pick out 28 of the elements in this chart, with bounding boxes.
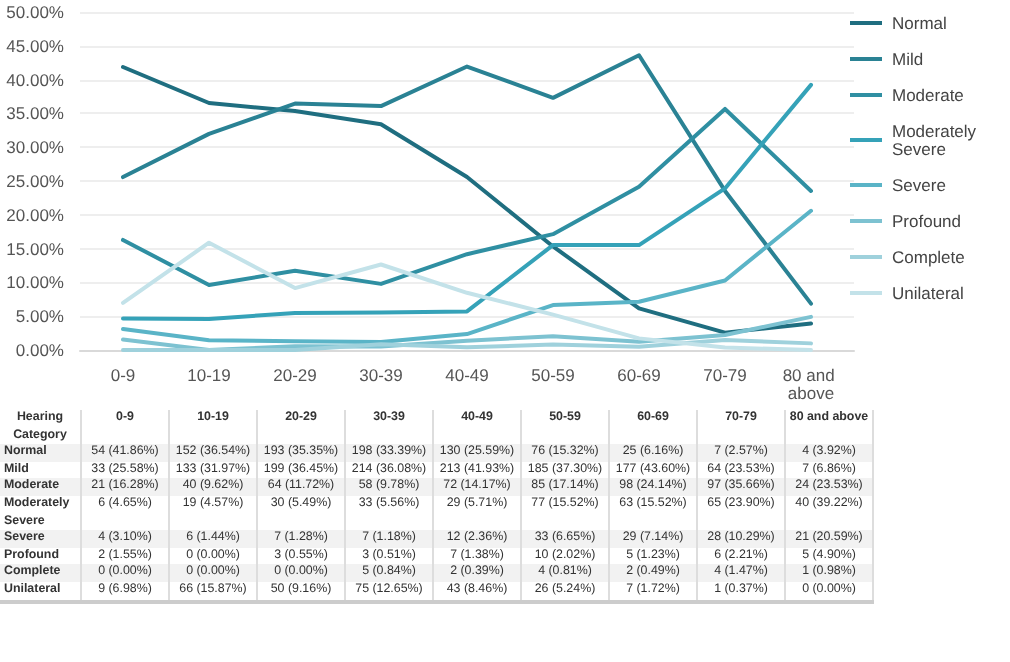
legend-label: Profound bbox=[892, 211, 962, 231]
y-tick-label: 35.00% bbox=[6, 103, 65, 124]
x-tick-label: 10-19 bbox=[187, 365, 232, 385]
y-tick-label: 40.00% bbox=[6, 69, 65, 90]
legend-label: Moderate bbox=[892, 85, 965, 105]
y-tick-label: 30.00% bbox=[6, 137, 65, 158]
x-tick-label: 80 and above bbox=[782, 365, 840, 403]
x-tick-label: 50-59 bbox=[531, 365, 576, 385]
x-tick-label: 20-29 bbox=[273, 365, 318, 385]
y-tick-label: 20.00% bbox=[6, 204, 65, 225]
y-tick-label: 5.00% bbox=[15, 306, 65, 327]
legend-label: Complete bbox=[892, 247, 966, 267]
x-tick-label: 70-79 bbox=[703, 365, 748, 385]
x-tick-label: 60-69 bbox=[617, 365, 662, 385]
legend-label: Severe bbox=[892, 175, 947, 195]
x-tick-label: 40-49 bbox=[445, 365, 490, 385]
y-tick-label: 10.00% bbox=[6, 272, 65, 293]
y-tick-label: 15.00% bbox=[6, 238, 65, 259]
x-tick-label: 30-39 bbox=[359, 365, 404, 385]
legend-label: Mild bbox=[892, 49, 924, 69]
legend-label: Unilateral bbox=[892, 283, 965, 303]
legend-label: Moderately Severe bbox=[892, 121, 981, 159]
y-tick-label: 25.00% bbox=[6, 171, 65, 191]
legend-label: Normal bbox=[892, 13, 948, 33]
y-tick-label: 50.00% bbox=[6, 2, 65, 22]
y-tick-label: 45.00% bbox=[6, 35, 65, 56]
x-tick-label: 0-9 bbox=[110, 365, 136, 385]
y-tick-label: 0.00% bbox=[15, 340, 65, 360]
